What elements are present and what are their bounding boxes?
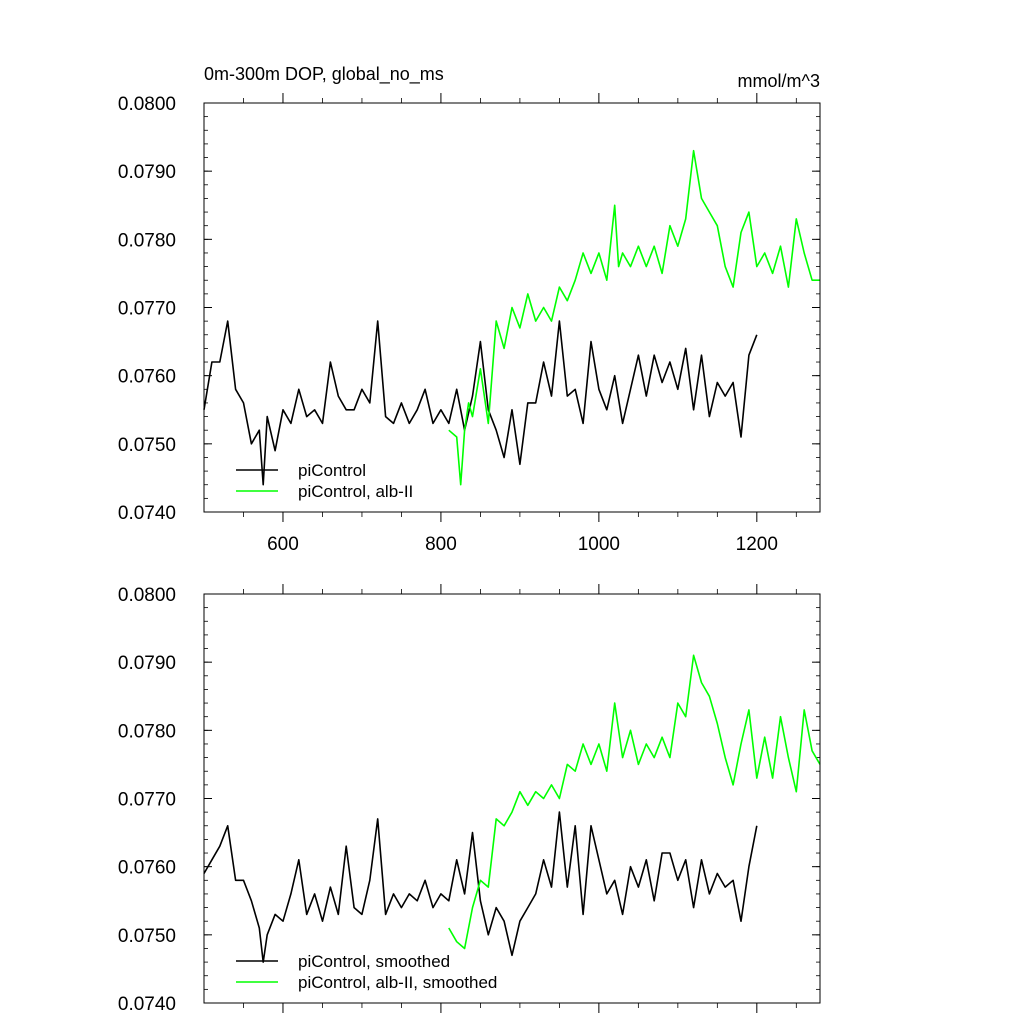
- x-tick-label: 800: [425, 534, 457, 555]
- plot-frame-bottom: [203, 593, 821, 1004]
- series-group-bottom: [203, 654, 821, 963]
- legend-label-series-2: piControl, alb-II, smoothed: [298, 973, 497, 992]
- y-tick-label: 0.0740: [118, 503, 176, 524]
- y-tick-label: 0.0790: [118, 653, 176, 674]
- y-tick-label: 0.0750: [118, 435, 176, 456]
- y-tick-label: 0.0780: [118, 721, 176, 742]
- y-tick-label: 0.0800: [118, 585, 176, 606]
- y-tick-label: 0.0740: [118, 994, 176, 1015]
- legend-label-series-1: piControl: [298, 461, 366, 480]
- series-line-picontrol-alb-ii: [448, 654, 821, 950]
- x-tick-labels-top: 600 800 1000 1200: [267, 534, 778, 555]
- series-line-picontrol-alb-ii: [448, 149, 820, 486]
- unit-label: mmol/m^3: [738, 71, 820, 91]
- x-tick-label: 600: [267, 534, 299, 555]
- legend-label-series-1: piControl, smoothed: [298, 952, 450, 971]
- legend-top: piControl piControl, alb-II: [236, 461, 413, 501]
- chart-title: 0m-300m DOP, global_no_ms: [204, 64, 444, 85]
- series-line-picontrol: [203, 811, 758, 963]
- y-tick-label: 0.0800: [118, 94, 176, 115]
- legend-label-series-2: piControl, alb-II: [298, 482, 413, 501]
- y-tick-label: 0.0790: [118, 162, 176, 183]
- y-tick-label: 0.0770: [118, 299, 176, 320]
- y-tick-label: 0.0770: [118, 790, 176, 811]
- x-tick-label: 1000: [578, 534, 620, 555]
- y-tick-label: 0.0750: [118, 926, 176, 947]
- y-tick-labels-bottom: 0.0740 0.0750 0.0760 0.0770 0.0780 0.0790 0.08…: [118, 585, 176, 1015]
- series-group-top: [203, 149, 820, 486]
- y-tick-label: 0.0780: [118, 230, 176, 251]
- chart-panel-bottom: 0.0740 0.0750 0.0760 0.0770 0.0780 0.0790 0.08…: [118, 584, 821, 1015]
- x-tick-label: 1200: [736, 534, 778, 555]
- y-tick-label: 0.0760: [118, 858, 176, 879]
- series-line-picontrol: [203, 320, 758, 486]
- chart-panel-top: 0m-300m DOP, global_no_ms mmol/m^3 0.074…: [118, 64, 821, 555]
- legend-bottom: piControl, smoothed piControl, alb-II, s…: [236, 952, 497, 992]
- y-tick-label: 0.0760: [118, 367, 176, 388]
- axis-ticks-bottom: [204, 584, 820, 1013]
- y-tick-labels-top: 0.0740 0.0750 0.0760 0.0770 0.0780 0.0790 0.08…: [118, 94, 176, 524]
- plot-frame-top: [203, 102, 821, 513]
